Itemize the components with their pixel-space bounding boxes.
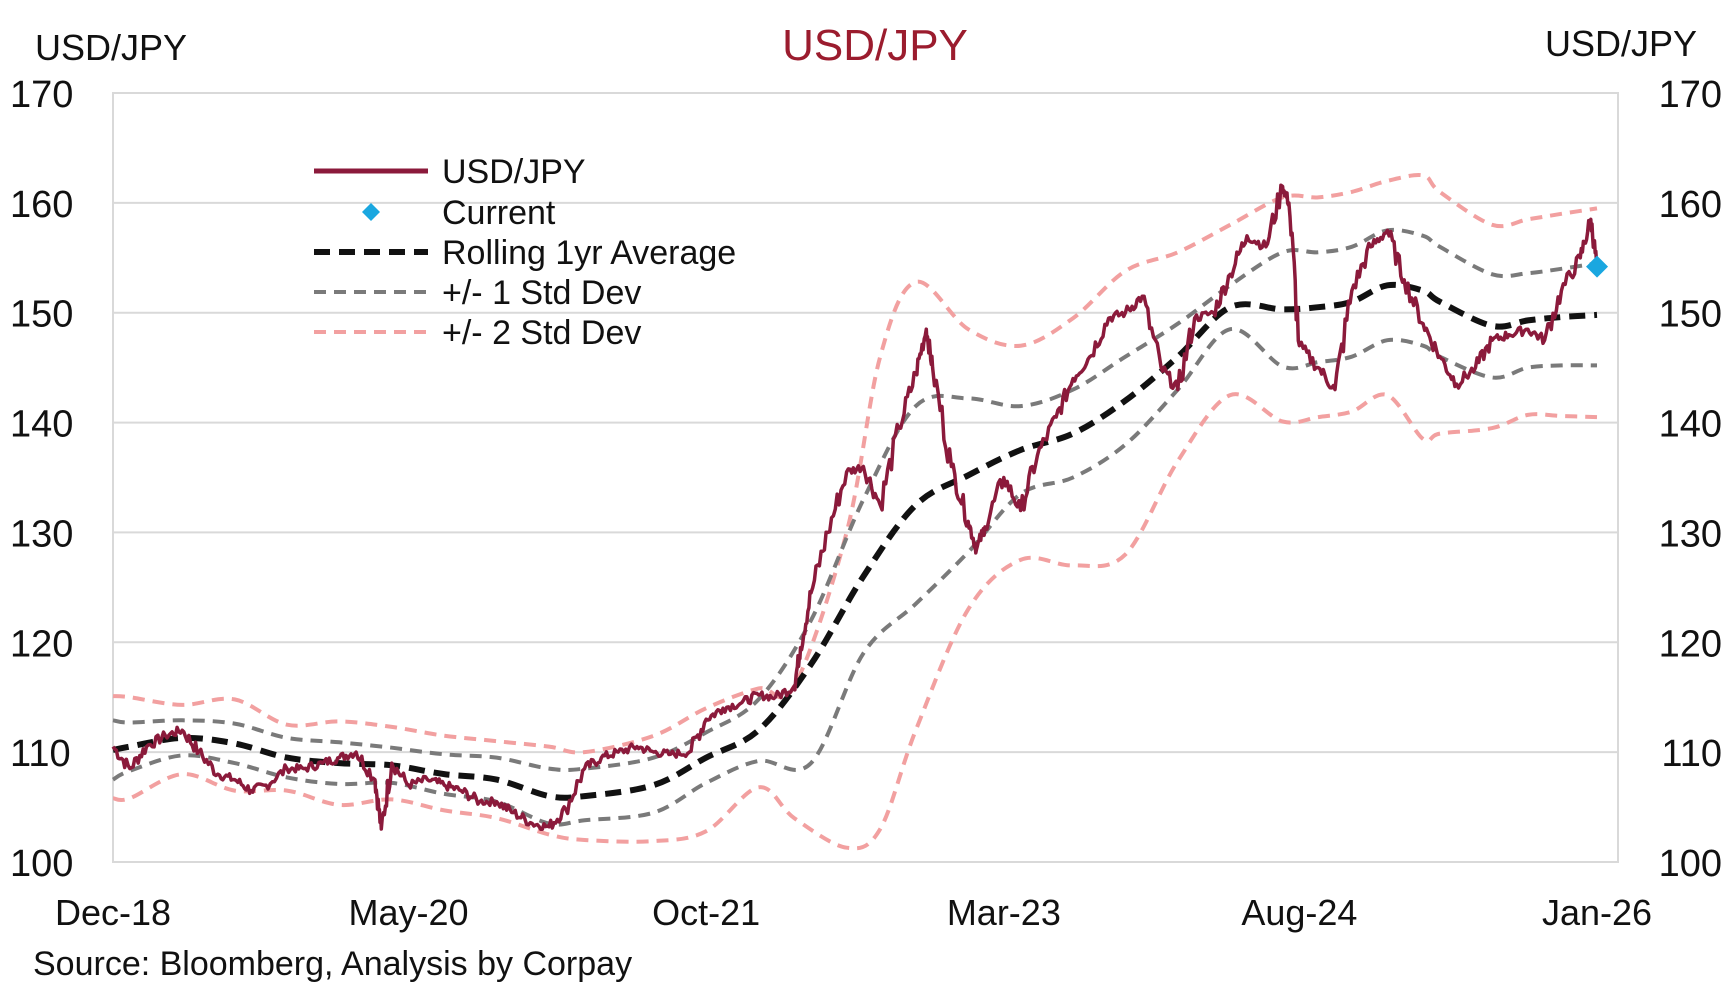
x-tick-Dec-18: Dec-18 xyxy=(55,892,171,933)
legend-item-average: Rolling 1yr Average xyxy=(314,234,736,272)
y-tick-right-110: 110 xyxy=(1661,733,1722,775)
left-axis-label: USD/JPY xyxy=(35,27,187,68)
y-tick-right-160: 160 xyxy=(1659,184,1722,226)
x-tick-Aug-24: Aug-24 xyxy=(1241,892,1357,933)
y-tick-right-100: 100 xyxy=(1659,843,1722,885)
legend-swatch-current xyxy=(362,203,380,221)
legend-label-std2: +/- 2 Std Dev xyxy=(442,314,641,352)
x-axis: Dec-18 May-20 Oct-21 Mar-23 Aug-24 Jan-26 xyxy=(55,892,1652,933)
y-tick-right-150: 150 xyxy=(1659,294,1722,336)
y-tick-left-100: 100 xyxy=(10,843,73,885)
y-tick-left-170: 170 xyxy=(10,74,73,116)
y-tick-right-130: 130 xyxy=(1659,513,1722,555)
y-tick-left-120: 120 xyxy=(10,623,73,665)
std1-upper-line xyxy=(112,227,1598,773)
y-tick-right-120: 120 xyxy=(1659,623,1722,665)
x-tick-Oct-21: Oct-21 xyxy=(652,892,760,933)
legend-label-spot: USD/JPY xyxy=(442,153,586,191)
chart-title: USD/JPY xyxy=(782,21,968,70)
x-tick-Jan-26: Jan-26 xyxy=(1542,892,1652,933)
legend-item-std2: +/- 2 Std Dev xyxy=(314,314,641,352)
plot-area-frame xyxy=(112,92,1619,863)
y-tick-left-140: 140 xyxy=(10,404,73,446)
legend-label-std1: +/- 1 Std Dev xyxy=(442,274,641,312)
left-y-axis: 100 110 120 130 140 150 160 170 xyxy=(10,74,73,885)
x-tick-May-20: May-20 xyxy=(349,892,469,933)
source-note: Source: Bloomberg, Analysis by Corpay xyxy=(33,945,632,983)
y-tick-left-160: 160 xyxy=(10,184,73,226)
std1-lower-line xyxy=(111,327,1598,827)
legend-label-current: Current xyxy=(442,194,556,232)
right-y-axis: 100 110 120 130 140 150 160 170 xyxy=(1659,74,1722,885)
y-tick-right-170: 170 xyxy=(1659,74,1722,116)
x-tick-Mar-23: Mar-23 xyxy=(947,892,1061,933)
std2-lower-line xyxy=(112,392,1598,851)
legend-item-spot: USD/JPY xyxy=(314,153,586,191)
series-layer xyxy=(111,173,1609,851)
std2-upper-line xyxy=(112,173,1598,755)
legend-item-std1: +/- 1 Std Dev xyxy=(314,274,641,312)
y-tick-left-150: 150 xyxy=(10,294,73,336)
y-tick-right-140: 140 xyxy=(1659,404,1722,446)
legend-item-current: Current xyxy=(362,194,556,232)
right-axis-label: USD/JPY xyxy=(1545,23,1697,64)
current-marker xyxy=(1586,255,1609,278)
usdjpy-spot-line xyxy=(111,183,1599,832)
y-tick-left-110: 110 xyxy=(10,733,71,775)
legend-label-average: Rolling 1yr Average xyxy=(442,234,736,272)
y-tick-left-130: 130 xyxy=(10,513,73,555)
